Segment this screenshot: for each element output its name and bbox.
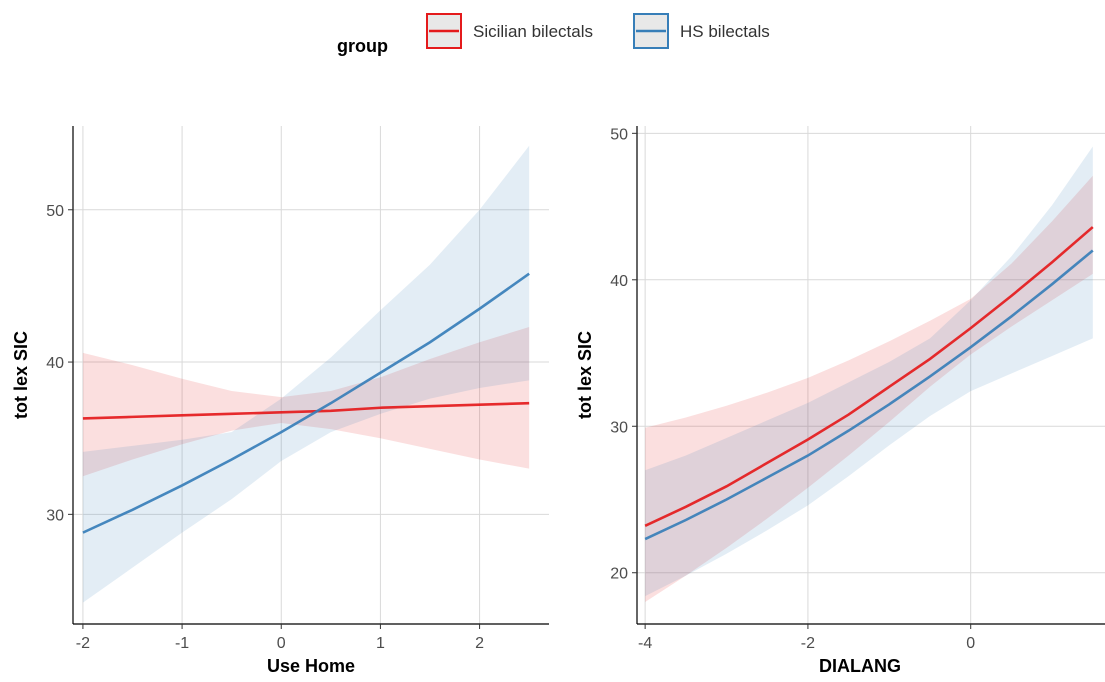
x-tick-label: 0	[966, 635, 975, 652]
panel1-bands	[82, 145, 530, 603]
y-tick-label: 30	[610, 419, 628, 436]
y-tick-label: 30	[46, 507, 64, 524]
x-tick-label: -2	[801, 635, 815, 652]
series-line-hs	[644, 249, 1094, 541]
legend-entry-sicilian: Sicilian bilectals	[426, 13, 593, 49]
legend-entry-hs: HS bilectals	[633, 13, 770, 49]
y-tick-label: 40	[610, 273, 628, 290]
ci-band-sicilian	[645, 175, 1093, 603]
x-tick-label: -1	[175, 635, 189, 652]
panel1-x-ticks: -2 -1 0 1 2	[76, 624, 484, 652]
y-tick-label: 20	[610, 566, 628, 583]
y-tick-label: 40	[46, 355, 64, 372]
panel1-lines	[82, 272, 530, 534]
legend-label-sicilian: Sicilian bilectals	[473, 22, 593, 41]
legend-label-hs: HS bilectals	[680, 22, 770, 41]
series-line-hs	[82, 272, 530, 534]
panel1-y-ticks: 30 40 50	[46, 203, 73, 524]
x-tick-label: 0	[277, 635, 286, 652]
y-tick-label: 50	[46, 203, 64, 220]
panel1-y-axis-title: tot lex SIC	[11, 331, 31, 419]
panel1-x-axis-title: Use Home	[267, 656, 355, 676]
series-line-sicilian	[644, 226, 1094, 528]
series-line-sicilian	[82, 401, 530, 420]
y-tick-label: 50	[610, 126, 628, 143]
panel2-bands	[645, 146, 1093, 603]
panel2-lines	[644, 226, 1094, 541]
panel2-grid	[637, 126, 1105, 624]
panel1-grid	[73, 126, 549, 624]
x-tick-label: -2	[76, 635, 90, 652]
panel2-y-axis-title: tot lex SIC	[575, 331, 595, 419]
x-tick-label: 1	[376, 635, 385, 652]
panel2-y-ticks: 20 30 40 50	[610, 126, 637, 583]
ci-band-sicilian	[82, 327, 530, 477]
legend-title: group	[337, 36, 388, 56]
panel2-x-ticks: -4 -2 0	[638, 624, 975, 652]
panel2-x-axis-title: DIALANG	[819, 656, 901, 676]
x-tick-label: -4	[638, 635, 652, 652]
ci-band-hs	[82, 145, 530, 603]
x-tick-label: 2	[475, 635, 484, 652]
panel-dialang: -4 -2 0 20 30 40 50 DIALANG tot lex SIC	[575, 126, 1105, 676]
legend: group Sicilian bilectals HS bilectals	[337, 13, 770, 56]
panel-use-home: -2 -1 0 1 2 30 40 50 Use Home tot lex SIC	[11, 126, 549, 676]
